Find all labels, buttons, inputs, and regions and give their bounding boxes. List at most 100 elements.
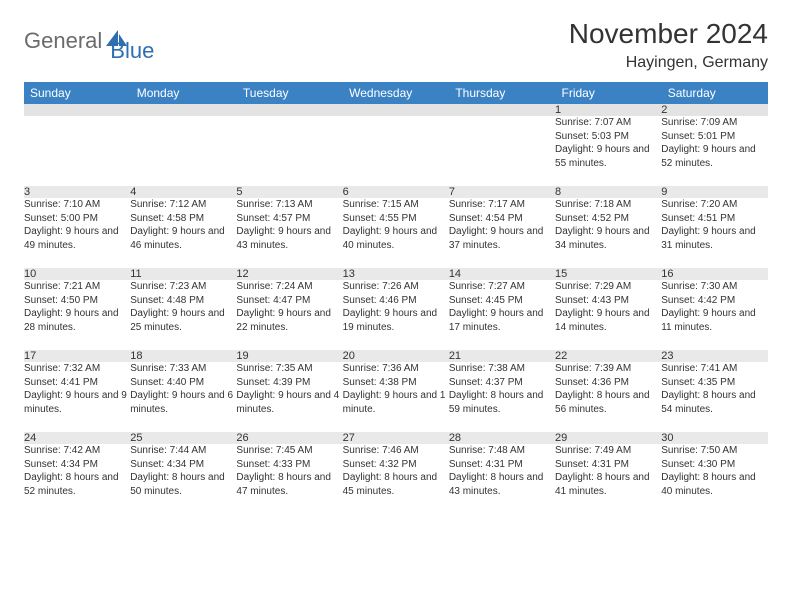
daylight-text: Daylight: 8 hours and 52 minutes. xyxy=(24,471,130,498)
sunrise-text: Sunrise: 7:48 AM xyxy=(449,444,555,458)
sunset-text: Sunset: 4:39 PM xyxy=(236,376,342,390)
logo-text-blue: Blue xyxy=(110,38,154,64)
sunrise-text: Sunrise: 7:42 AM xyxy=(24,444,130,458)
sunrise-text: Sunrise: 7:29 AM xyxy=(555,280,661,294)
daylight-text: Daylight: 8 hours and 40 minutes. xyxy=(661,471,767,498)
month-title: November 2024 xyxy=(569,18,768,50)
day-number: 1 xyxy=(555,104,661,116)
day-number: 12 xyxy=(236,268,342,280)
day-number xyxy=(24,104,130,116)
sunrise-text: Sunrise: 7:09 AM xyxy=(661,116,767,130)
header: General Blue November 2024 Hayingen, Ger… xyxy=(24,18,768,72)
weekday-header: Sunday xyxy=(24,82,130,104)
day-cell: Sunrise: 7:07 AMSunset: 5:03 PMDaylight:… xyxy=(555,116,661,186)
day-cell: Sunrise: 7:10 AMSunset: 5:00 PMDaylight:… xyxy=(24,198,130,268)
sunrise-text: Sunrise: 7:32 AM xyxy=(24,362,130,376)
sunrise-text: Sunrise: 7:15 AM xyxy=(343,198,449,212)
daylight-text: Daylight: 8 hours and 45 minutes. xyxy=(343,471,449,498)
day-cell: Sunrise: 7:21 AMSunset: 4:50 PMDaylight:… xyxy=(24,280,130,350)
sunrise-text: Sunrise: 7:39 AM xyxy=(555,362,661,376)
sunrise-text: Sunrise: 7:23 AM xyxy=(130,280,236,294)
day-content-row: Sunrise: 7:21 AMSunset: 4:50 PMDaylight:… xyxy=(24,280,768,350)
day-cell: Sunrise: 7:46 AMSunset: 4:32 PMDaylight:… xyxy=(343,444,449,514)
sunrise-text: Sunrise: 7:20 AM xyxy=(661,198,767,212)
sunset-text: Sunset: 4:58 PM xyxy=(130,212,236,226)
day-number xyxy=(236,104,342,116)
day-cell: Sunrise: 7:15 AMSunset: 4:55 PMDaylight:… xyxy=(343,198,449,268)
day-number: 30 xyxy=(661,432,767,444)
daylight-text: Daylight: 9 hours and 17 minutes. xyxy=(449,307,555,334)
logo-text-general: General xyxy=(24,28,102,54)
sunset-text: Sunset: 5:01 PM xyxy=(661,130,767,144)
day-cell: Sunrise: 7:49 AMSunset: 4:31 PMDaylight:… xyxy=(555,444,661,514)
sunset-text: Sunset: 4:32 PM xyxy=(343,458,449,472)
day-number: 13 xyxy=(343,268,449,280)
day-number: 15 xyxy=(555,268,661,280)
sunset-text: Sunset: 4:35 PM xyxy=(661,376,767,390)
sunset-text: Sunset: 4:40 PM xyxy=(130,376,236,390)
calendar-table: Sunday Monday Tuesday Wednesday Thursday… xyxy=(24,82,768,514)
sunset-text: Sunset: 4:57 PM xyxy=(236,212,342,226)
weekday-header: Monday xyxy=(130,82,236,104)
sunset-text: Sunset: 4:33 PM xyxy=(236,458,342,472)
day-number-row: 24252627282930 xyxy=(24,432,768,444)
daylight-text: Daylight: 9 hours and 6 minutes. xyxy=(130,389,236,416)
day-cell: Sunrise: 7:30 AMSunset: 4:42 PMDaylight:… xyxy=(661,280,767,350)
sunrise-text: Sunrise: 7:44 AM xyxy=(130,444,236,458)
daylight-text: Daylight: 9 hours and 46 minutes. xyxy=(130,225,236,252)
sunset-text: Sunset: 4:36 PM xyxy=(555,376,661,390)
sunset-text: Sunset: 4:42 PM xyxy=(661,294,767,308)
day-number: 29 xyxy=(555,432,661,444)
sunrise-text: Sunrise: 7:35 AM xyxy=(236,362,342,376)
daylight-text: Daylight: 8 hours and 50 minutes. xyxy=(130,471,236,498)
day-cell: Sunrise: 7:23 AMSunset: 4:48 PMDaylight:… xyxy=(130,280,236,350)
daylight-text: Daylight: 8 hours and 59 minutes. xyxy=(449,389,555,416)
daylight-text: Daylight: 8 hours and 56 minutes. xyxy=(555,389,661,416)
sunset-text: Sunset: 4:37 PM xyxy=(449,376,555,390)
daylight-text: Daylight: 9 hours and 43 minutes. xyxy=(236,225,342,252)
sunrise-text: Sunrise: 7:10 AM xyxy=(24,198,130,212)
day-number xyxy=(449,104,555,116)
day-content-row: Sunrise: 7:32 AMSunset: 4:41 PMDaylight:… xyxy=(24,362,768,432)
day-number xyxy=(343,104,449,116)
day-number: 9 xyxy=(661,186,767,198)
day-content-row: Sunrise: 7:07 AMSunset: 5:03 PMDaylight:… xyxy=(24,116,768,186)
sunrise-text: Sunrise: 7:17 AM xyxy=(449,198,555,212)
day-number: 11 xyxy=(130,268,236,280)
day-number xyxy=(130,104,236,116)
day-number: 24 xyxy=(24,432,130,444)
day-cell: Sunrise: 7:38 AMSunset: 4:37 PMDaylight:… xyxy=(449,362,555,432)
sunrise-text: Sunrise: 7:41 AM xyxy=(661,362,767,376)
daylight-text: Daylight: 9 hours and 31 minutes. xyxy=(661,225,767,252)
sunrise-text: Sunrise: 7:36 AM xyxy=(343,362,449,376)
sunset-text: Sunset: 4:51 PM xyxy=(661,212,767,226)
sunrise-text: Sunrise: 7:30 AM xyxy=(661,280,767,294)
title-block: November 2024 Hayingen, Germany xyxy=(569,18,768,72)
sunset-text: Sunset: 5:03 PM xyxy=(555,130,661,144)
day-number: 14 xyxy=(449,268,555,280)
sunrise-text: Sunrise: 7:12 AM xyxy=(130,198,236,212)
day-number: 22 xyxy=(555,350,661,362)
day-number: 7 xyxy=(449,186,555,198)
sunset-text: Sunset: 4:38 PM xyxy=(343,376,449,390)
daylight-text: Daylight: 9 hours and 25 minutes. xyxy=(130,307,236,334)
daylight-text: Daylight: 8 hours and 43 minutes. xyxy=(449,471,555,498)
daylight-text: Daylight: 9 hours and 14 minutes. xyxy=(555,307,661,334)
day-number: 27 xyxy=(343,432,449,444)
day-content-row: Sunrise: 7:42 AMSunset: 4:34 PMDaylight:… xyxy=(24,444,768,514)
day-number: 28 xyxy=(449,432,555,444)
day-cell: Sunrise: 7:33 AMSunset: 4:40 PMDaylight:… xyxy=(130,362,236,432)
daylight-text: Daylight: 9 hours and 28 minutes. xyxy=(24,307,130,334)
daylight-text: Daylight: 9 hours and 52 minutes. xyxy=(661,143,767,170)
daylight-text: Daylight: 9 hours and 34 minutes. xyxy=(555,225,661,252)
sunset-text: Sunset: 4:30 PM xyxy=(661,458,767,472)
sunrise-text: Sunrise: 7:38 AM xyxy=(449,362,555,376)
daylight-text: Daylight: 8 hours and 54 minutes. xyxy=(661,389,767,416)
sunrise-text: Sunrise: 7:21 AM xyxy=(24,280,130,294)
day-number: 16 xyxy=(661,268,767,280)
weekday-header: Friday xyxy=(555,82,661,104)
daylight-text: Daylight: 9 hours and 11 minutes. xyxy=(661,307,767,334)
weekday-header: Tuesday xyxy=(236,82,342,104)
day-number: 4 xyxy=(130,186,236,198)
day-number: 5 xyxy=(236,186,342,198)
